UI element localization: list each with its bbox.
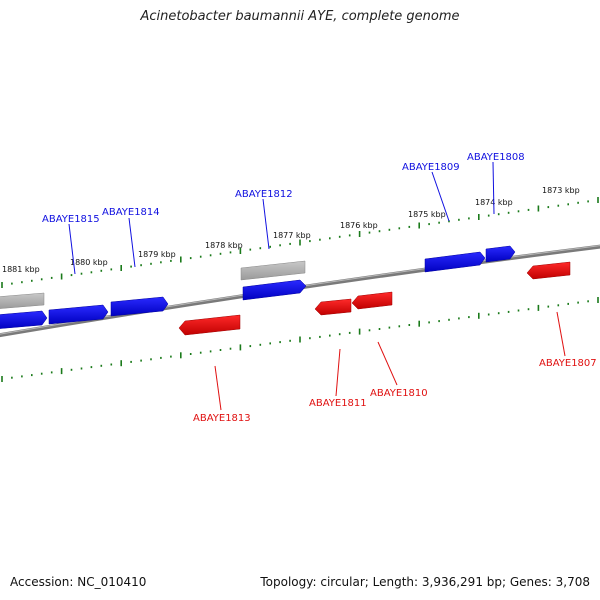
gene-label[interactable]: ABAYE1815 <box>42 214 100 225</box>
gene-label[interactable]: ABAYE1812 <box>235 189 293 200</box>
gene-feature-reverse[interactable] <box>526 261 571 280</box>
gene-label[interactable]: ABAYE1810 <box>370 388 428 399</box>
gene-label[interactable]: ABAYE1807 <box>539 358 597 369</box>
gene-feature-reverse[interactable] <box>351 291 393 310</box>
gene-feature-reverse[interactable] <box>178 314 241 336</box>
forward-leader-lines <box>68 161 495 275</box>
forward-strand-genes <box>0 245 516 329</box>
gene-feature-forward[interactable] <box>0 310 48 329</box>
forward-gene-labels: ABAYE1815 ABAYE1814 ABAYE1812 ABAYE1809 … <box>42 152 525 225</box>
scale-label: 1877 kbp <box>273 231 311 240</box>
gene-label[interactable]: ABAYE1813 <box>193 413 251 424</box>
gene-feature-reverse[interactable] <box>314 298 352 316</box>
scale-label: 1879 kbp <box>138 250 176 259</box>
reverse-strand-genes <box>178 261 571 336</box>
scale-label: 1878 kbp <box>205 241 243 250</box>
scale-label: 1875 kbp <box>408 210 446 219</box>
leader-line <box>68 223 76 275</box>
gene-feature-forward[interactable] <box>242 279 307 301</box>
gene-label[interactable]: ABAYE1811 <box>309 398 367 409</box>
leader-line <box>335 348 341 397</box>
gene-feature-forward[interactable] <box>424 251 486 273</box>
leader-line <box>556 311 566 357</box>
leader-line <box>128 217 136 268</box>
map-title: Acinetobacter baumannii AYE, complete ge… <box>140 9 460 24</box>
scale-label: 1873 kbp <box>542 186 580 195</box>
accession-label: Accession: NC_010410 <box>10 575 147 589</box>
reverse-leader-lines <box>214 311 566 411</box>
scale-label: 1876 kbp <box>340 221 378 230</box>
leader-line <box>377 341 398 386</box>
leader-line <box>214 365 222 411</box>
scale-label: 1881 kbp <box>2 265 40 274</box>
genome-summary: Topology: circular; Length: 3,936,291 bp… <box>260 575 590 589</box>
gene-feature-forward[interactable] <box>0 292 45 309</box>
gene-feature-forward[interactable] <box>485 245 516 263</box>
gene-label[interactable]: ABAYE1814 <box>102 207 160 218</box>
gene-feature-forward[interactable] <box>110 296 169 317</box>
gene-label[interactable]: ABAYE1809 <box>402 162 460 173</box>
leader-line <box>262 198 270 250</box>
gene-label[interactable]: ABAYE1808 <box>467 152 525 163</box>
outer-tick-row <box>1 197 599 288</box>
reverse-gene-labels: ABAYE1813 ABAYE1811 ABAYE1810 ABAYE1807 <box>193 358 597 424</box>
gene-feature-forward[interactable] <box>240 260 306 281</box>
leader-line <box>431 171 450 222</box>
gene-feature-forward[interactable] <box>48 304 109 325</box>
inner-tick-row <box>1 297 599 382</box>
scale-label: 1880 kbp <box>70 258 108 267</box>
leader-line <box>492 161 495 215</box>
